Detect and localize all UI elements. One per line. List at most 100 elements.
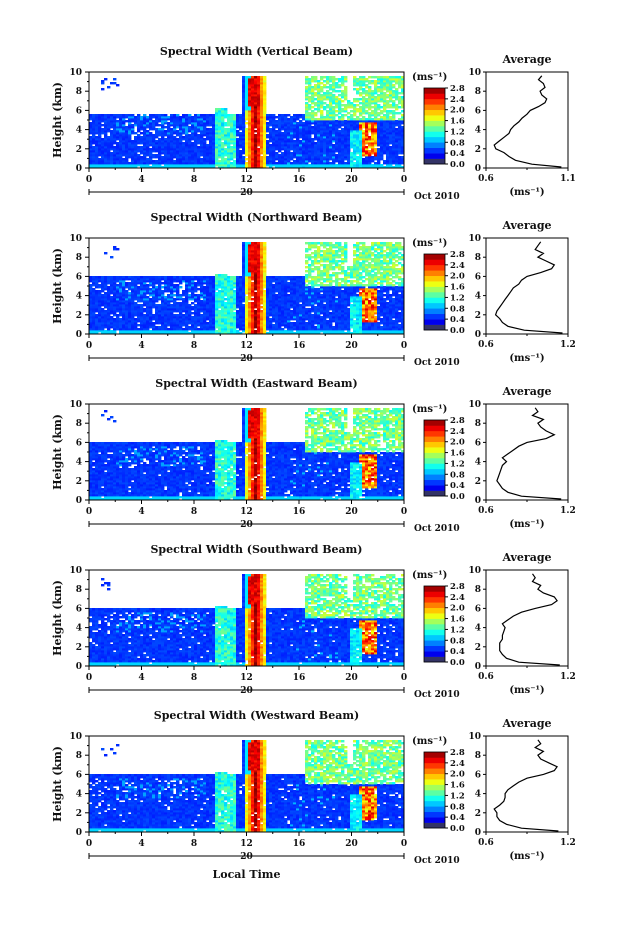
heatmap-cell — [116, 284, 119, 286]
heatmap-cell — [347, 100, 350, 102]
heatmap-cell — [110, 276, 113, 278]
heatmap-cell — [179, 116, 182, 118]
heatmap-cell — [125, 282, 128, 284]
heatmap-cell — [131, 276, 134, 278]
heatmap-cell — [320, 94, 323, 96]
heatmap-cell — [332, 106, 335, 108]
heatmap-cell — [140, 136, 143, 138]
heatmap-cell — [245, 128, 248, 130]
heatmap-cell — [233, 114, 236, 116]
heatmap-cell — [314, 102, 317, 104]
heatmap-cell — [362, 76, 365, 78]
heatmap-cell — [197, 276, 200, 278]
heatmap-cell — [128, 276, 131, 278]
heatmap-cell — [215, 108, 218, 110]
heatmap-cell — [281, 152, 284, 154]
colorbar-unit: (ms⁻¹) — [412, 72, 447, 83]
heatmap-cell — [188, 304, 191, 306]
heatmap-cell — [335, 110, 338, 112]
heatmap-cell — [140, 156, 143, 158]
heatmap-cell — [167, 328, 170, 330]
heatmap-cell — [110, 296, 113, 298]
heatmap-cell — [311, 110, 314, 112]
heatmap-cell — [98, 284, 101, 286]
heatmap-cell — [122, 276, 125, 278]
heatmap-cell — [338, 94, 341, 96]
heatmap-cell — [206, 144, 209, 146]
heatmap-cell — [131, 114, 134, 116]
heatmap-cell — [260, 156, 263, 158]
heatmap-cell — [398, 76, 401, 78]
heatmap-cell — [218, 108, 221, 110]
heatmap-cell — [191, 142, 194, 144]
heatmap-cell — [197, 114, 200, 116]
heatmap-cell — [395, 120, 398, 122]
heatmap-cell — [182, 142, 185, 144]
heatmap-cell — [215, 292, 218, 294]
heatmap-cell — [371, 90, 374, 92]
heatmap-cell — [392, 100, 395, 102]
heatmap-cell — [176, 302, 179, 304]
heatmap-cell — [365, 110, 368, 112]
heatmap-cell — [227, 114, 230, 116]
heatmap-cell — [239, 114, 242, 116]
heatmap-cell — [377, 76, 380, 78]
colorbar-segment — [424, 142, 445, 148]
heatmap-cell — [230, 114, 233, 116]
heatmap-cell — [221, 142, 224, 144]
heatmap-cell — [242, 304, 245, 306]
heatmap-cell — [134, 136, 137, 138]
heatmap-cell — [362, 116, 365, 118]
heatmap-cell — [287, 118, 290, 120]
heatmap-cell — [167, 294, 170, 296]
heatmap-cell — [110, 130, 113, 132]
heatmap-cell — [155, 128, 158, 130]
heatmap-cell — [344, 104, 347, 106]
heatmap-cell — [128, 162, 131, 164]
heatmap-cell — [98, 290, 101, 292]
heatmap-cell — [317, 118, 320, 120]
heatmap-cell — [146, 296, 149, 298]
heatmap-cell — [185, 114, 188, 116]
heatmap-cell — [356, 116, 359, 118]
x-tick-label: 0 — [401, 175, 407, 185]
heatmap-cell — [152, 120, 155, 122]
heatmap-cell — [200, 276, 203, 278]
heatmap-cell — [338, 130, 341, 132]
heatmap-cell — [116, 120, 119, 122]
heatmap-cell — [374, 162, 377, 164]
heatmap-cell — [116, 84, 119, 86]
heatmap-cell — [344, 86, 347, 88]
colorbar-tick-label: 1.6 — [450, 117, 465, 127]
heatmap-cell — [182, 298, 185, 300]
heatmap-cell — [242, 242, 245, 244]
heatmap-cell — [320, 82, 323, 84]
heatmap-cell — [320, 86, 323, 88]
heatmap-cell — [164, 296, 167, 298]
heatmap-cell — [149, 298, 152, 300]
heatmap-cell — [116, 114, 119, 116]
heatmap-cell — [380, 164, 383, 166]
heatmap-cell — [194, 304, 197, 306]
colorbar-segment — [424, 159, 445, 165]
heatmap-cell — [299, 120, 302, 122]
heatmap-cell — [158, 128, 161, 130]
x-tick-label: 0 — [86, 175, 92, 185]
heatmap-cell — [326, 104, 329, 106]
heatmap-cell — [281, 132, 284, 134]
heatmap-cell — [170, 128, 173, 130]
heatmap-cell — [341, 100, 344, 102]
heatmap-cell — [104, 276, 107, 278]
colorbar-tick-label: 2.0 — [450, 106, 465, 116]
spectral-width-heatmap — [89, 76, 404, 168]
heatmap-cell — [371, 80, 374, 82]
heatmap-cell — [365, 146, 368, 148]
heatmap-cell — [314, 108, 317, 110]
profile-y-tick-label: 2 — [475, 145, 481, 155]
heatmap-cell — [191, 276, 194, 278]
heatmap-cell — [200, 158, 203, 160]
heatmap-cell — [398, 92, 401, 94]
heatmap-cell — [317, 80, 320, 82]
heatmap-cell — [296, 114, 299, 116]
heatmap-cell — [227, 276, 230, 278]
